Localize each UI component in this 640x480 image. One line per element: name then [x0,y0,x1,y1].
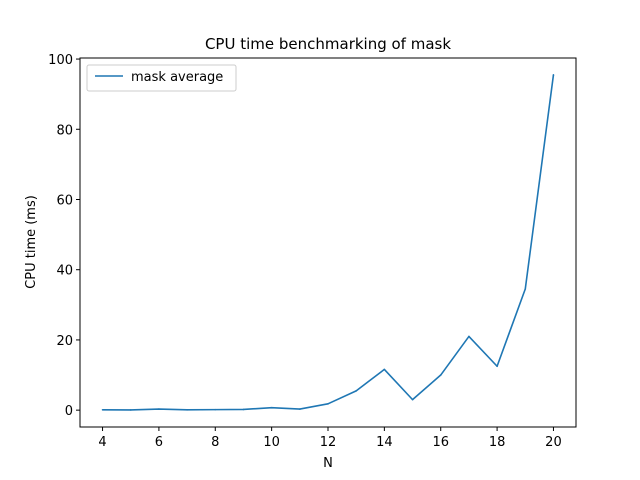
axes-frame [79,57,577,428]
y-tick-label: 40 [56,264,73,279]
x-tick-label: 6 [155,435,163,450]
x-tick-label: 8 [211,435,219,450]
y-tick-label: 60 [56,193,73,208]
y-axis-label: CPU time (ms) [24,195,39,289]
y-tick-label: 80 [56,123,73,138]
plot-area [101,74,555,411]
data-point [158,408,160,410]
data-point [468,335,470,338]
legend-entry-label: mask average [131,70,223,85]
x-axis-ticks: 4 6 8 10 12 14 16 18 20 [98,427,562,450]
data-point [242,408,245,411]
data-point [299,408,301,410]
x-tick-label: 4 [98,435,106,450]
data-point [101,409,104,411]
data-point [524,288,527,290]
y-tick-label: 100 [48,53,73,68]
data-point [439,374,442,376]
legend-box [86,64,237,92]
data-point [552,74,555,76]
chart-title: CPU time benchmarking of mask [205,35,451,53]
data-point [327,403,329,405]
x-tick-label: 12 [320,435,337,450]
data-point [411,398,414,401]
data-point [270,406,273,409]
data-point [383,368,386,371]
data-point [129,409,132,411]
x-tick-label: 18 [489,435,506,450]
data-point [186,409,188,411]
y-tick-label: 20 [56,334,73,349]
legend: mask average [86,64,237,92]
x-tick-label: 10 [263,435,280,450]
x-tick-label: 14 [376,435,393,450]
x-tick-label: 20 [545,435,562,450]
data-point [496,365,498,368]
data-point [214,408,217,411]
x-axis-label: N [323,456,333,471]
x-tick-label: 16 [432,435,449,450]
y-axis-ticks: 0 20 40 60 80 100 [48,53,80,419]
y-tick-label: 0 [65,404,73,419]
data-point [355,390,357,392]
